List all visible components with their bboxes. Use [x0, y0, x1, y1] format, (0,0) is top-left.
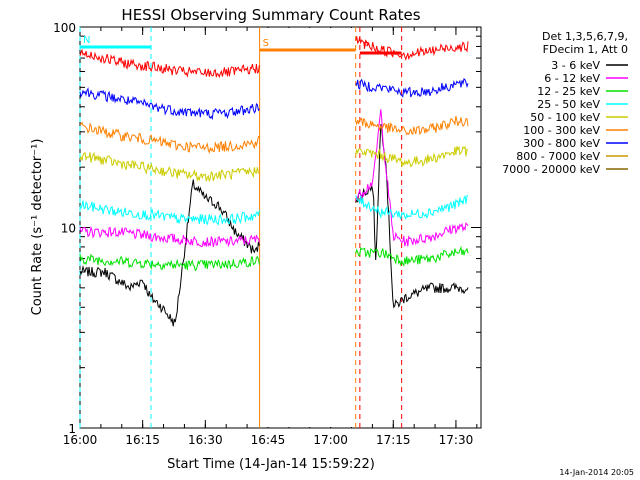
legend-label: 50 - 100 keV — [530, 111, 600, 124]
legend-header: FDecim 1, Att 0 — [543, 43, 628, 56]
legend-label: 25 - 50 keV — [537, 98, 600, 111]
series-line-6 — [79, 78, 469, 121]
series-line-5 — [79, 115, 469, 155]
series-line-0 — [79, 124, 469, 327]
x-axis-label: Start Time (14-Jan-14 15:59:22) — [167, 457, 375, 472]
legend-header: Det 1,3,5,6,7,9, — [542, 30, 628, 43]
legend-label: 6 - 12 keV — [544, 72, 600, 85]
legend-label: 800 - 7000 keV — [516, 150, 600, 163]
y-tick-label: 10 — [61, 222, 76, 236]
series-line-2 — [79, 245, 469, 272]
legend-label: 7000 - 20000 keV — [502, 163, 600, 176]
x-tick-label: 17:00 — [313, 433, 348, 447]
data-gaps — [259, 28, 356, 427]
legend-label: 100 - 300 keV — [523, 124, 600, 137]
series-line-3 — [79, 194, 469, 226]
x-tick-label: 16:15 — [125, 433, 160, 447]
legend-label: 12 - 25 keV — [537, 85, 600, 98]
legend-label: 3 - 6 keV — [551, 59, 600, 72]
count-rate-chart: HESSI Observing Summary Count Rates Star… — [30, 6, 634, 477]
legend-label: 300 - 800 keV — [523, 137, 600, 150]
marker-label: F — [363, 41, 369, 52]
y-tick-label: 1 — [68, 422, 76, 436]
x-tick-label: 17:15 — [376, 433, 411, 447]
x-tick-label: 16:45 — [251, 433, 286, 447]
series-line-9 — [79, 36, 469, 79]
y-axis-label: Count Rate (s⁻¹ detector⁻¹) — [30, 139, 45, 316]
series-line-1 — [79, 109, 469, 248]
x-tick-label: 16:30 — [188, 433, 223, 447]
y-tick-label: 100 — [53, 21, 76, 35]
footer-timestamp: 14-Jan-2014 20:05 — [559, 468, 634, 477]
x-tick-label: 17:30 — [439, 433, 474, 447]
legend: Det 1,3,5,6,7,9,FDecim 1, Att 0 3 - 6 keV… — [502, 30, 628, 176]
chart-title: HESSI Observing Summary Count Rates — [121, 6, 420, 24]
x-tick-label: 16:00 — [63, 433, 98, 447]
data-gap — [259, 28, 356, 427]
series-line-4 — [79, 145, 469, 182]
marker-label: N — [83, 35, 90, 46]
series-lines — [79, 36, 469, 327]
marker-label: S — [263, 38, 269, 49]
